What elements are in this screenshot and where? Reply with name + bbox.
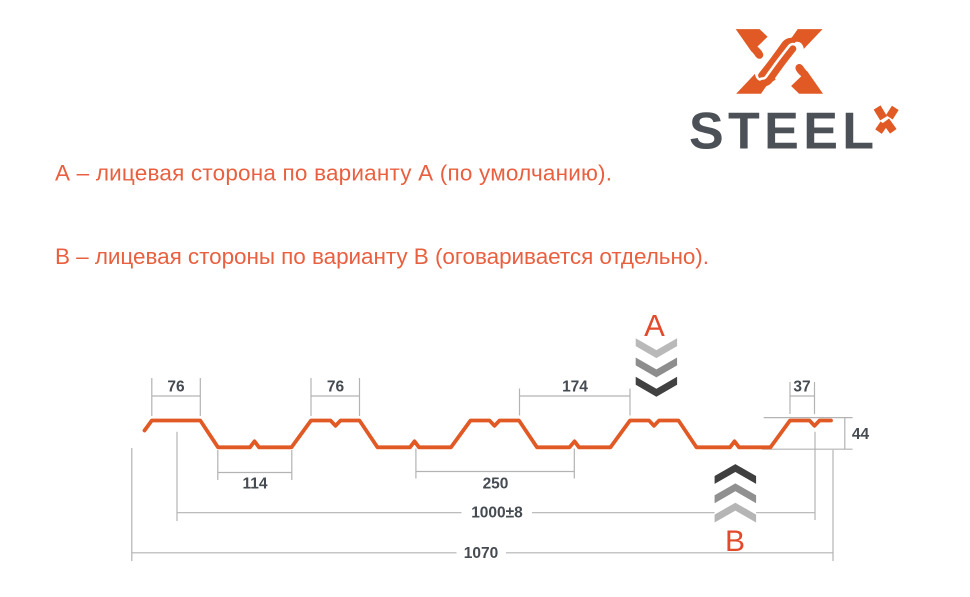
svg-text:37: 37 [793,379,810,396]
svg-text:250: 250 [483,476,509,493]
svg-text:В: В [725,525,745,558]
svg-text:А – лицевая сторона по вариант: А – лицевая сторона по варианту А (по ум… [55,161,612,186]
svg-text:44: 44 [852,426,870,443]
svg-text:114: 114 [242,476,267,493]
svg-text:1070: 1070 [464,545,498,562]
svg-text:STEEL: STEEL [689,103,874,161]
svg-text:А: А [644,308,665,343]
svg-text:76: 76 [327,379,345,396]
svg-text:1000±8: 1000±8 [471,505,523,522]
svg-text:174: 174 [562,379,588,396]
svg-text:76: 76 [167,379,185,396]
svg-text:В – лицевая стороны по вариант: В – лицевая стороны по варианту В (огова… [55,244,709,269]
